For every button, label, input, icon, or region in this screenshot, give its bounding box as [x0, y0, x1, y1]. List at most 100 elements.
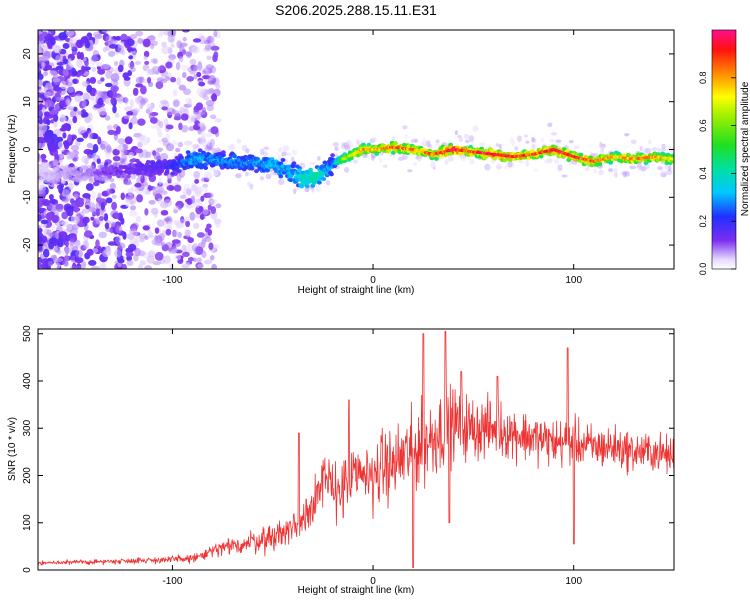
spectral-cell	[282, 145, 290, 152]
spectral-cell	[72, 78, 77, 84]
spectral-cell	[49, 198, 57, 204]
snr-series-line	[38, 330, 674, 568]
spectral-cell	[102, 46, 108, 53]
spectral-cell	[573, 145, 580, 150]
spectral-cell	[81, 260, 87, 269]
spectral-cell	[325, 180, 331, 186]
spectral-cell	[40, 55, 50, 62]
spectral-cell	[161, 106, 168, 111]
spectral-cell	[430, 161, 436, 169]
spectral-cell	[259, 148, 265, 156]
spectral-cell	[67, 106, 75, 111]
spectral-cell	[64, 240, 69, 247]
spectral-cell	[55, 55, 62, 63]
spectral-cell	[171, 230, 180, 238]
spectral-cell	[127, 171, 132, 175]
spectral-cell	[66, 155, 72, 160]
spectral-cell	[210, 45, 220, 51]
spectral-cell	[531, 136, 535, 143]
spectral-cell	[129, 205, 137, 211]
spectral-cell	[76, 59, 83, 68]
spectral-cell	[62, 132, 67, 139]
spectral-cell	[384, 139, 388, 144]
spectral-cell	[89, 164, 95, 169]
spectral-cell	[196, 71, 202, 78]
spectral-cell	[135, 215, 142, 223]
spectral-cell	[213, 165, 221, 171]
spectral-cell	[170, 43, 175, 48]
spectral-cell	[110, 222, 117, 228]
spectral-cell	[89, 76, 97, 84]
spectral-cell	[38, 136, 44, 144]
spectral-cell	[92, 134, 99, 140]
spectral-cell	[52, 85, 61, 92]
spectral-cell	[93, 248, 99, 253]
spectral-cell	[195, 102, 204, 111]
spectral-cell	[235, 173, 242, 179]
spectral-cell	[38, 127, 44, 136]
spectral-cell	[138, 175, 144, 180]
spectral-cell	[192, 222, 200, 230]
spectral-cell	[530, 143, 537, 150]
spectral-cell	[123, 180, 133, 186]
spectral-cell	[236, 138, 242, 144]
spectral-cell	[111, 201, 118, 211]
spectral-cell	[52, 246, 58, 252]
spectral-cell	[92, 143, 99, 153]
spectral-cell	[126, 111, 134, 116]
spectral-cell	[42, 124, 48, 132]
spectral-cell	[496, 164, 502, 170]
spectral-cell	[167, 247, 173, 252]
spectral-cell	[162, 182, 170, 187]
spectral-cell	[202, 95, 210, 101]
spectral-cell	[532, 168, 539, 172]
spectral-cell	[48, 70, 58, 77]
spectral-cell	[54, 104, 60, 111]
spectral-cell	[38, 261, 41, 269]
spectral-cell	[164, 76, 170, 81]
spectral-cell	[458, 136, 464, 143]
colorbar-tick-label: 0.4	[698, 167, 708, 180]
spectral-cell	[205, 99, 215, 107]
spectral-cell	[134, 60, 142, 65]
spectral-cell	[286, 164, 291, 169]
spectral-cell	[137, 37, 144, 44]
spectral-cell	[304, 187, 310, 193]
spectral-cell	[92, 50, 99, 57]
spectral-cell	[139, 237, 145, 243]
spectral-cell	[124, 136, 133, 145]
spectral-cell	[624, 171, 630, 177]
spectral-cell	[557, 164, 563, 171]
spectral-cell	[105, 70, 113, 79]
spectral-cell	[304, 184, 310, 189]
spectral-cell	[171, 140, 178, 146]
spectral-cell	[48, 85, 54, 94]
spectral-cell	[204, 44, 212, 51]
spectral-cell	[56, 136, 64, 143]
spectral-cell	[88, 112, 93, 121]
spectral-cell	[209, 114, 217, 120]
spectral-cell	[538, 154, 544, 159]
spectral-cell	[190, 195, 196, 204]
spectral-cell	[185, 50, 192, 59]
spectral-cell	[146, 255, 155, 264]
spectral-cell	[125, 251, 134, 257]
spectral-cell	[664, 163, 669, 170]
y-tick-label: 100	[22, 514, 33, 531]
spectral-cell	[175, 61, 181, 71]
spectral-cell	[121, 157, 127, 162]
spectral-cell	[101, 30, 111, 33]
spectral-cell	[133, 253, 139, 262]
spectral-cell	[90, 55, 99, 62]
colorbar-gradient	[711, 29, 737, 270]
spectral-cell	[180, 125, 189, 133]
spectral-cell	[608, 168, 614, 173]
spectral-cell	[128, 151, 135, 159]
spectral-cell	[647, 139, 652, 145]
spectral-cell	[461, 157, 467, 162]
spectral-cell	[58, 231, 68, 239]
spectral-cell	[115, 35, 122, 41]
spectral-cell	[97, 192, 102, 202]
spectral-cell	[589, 163, 595, 168]
spectral-cell	[167, 221, 172, 230]
